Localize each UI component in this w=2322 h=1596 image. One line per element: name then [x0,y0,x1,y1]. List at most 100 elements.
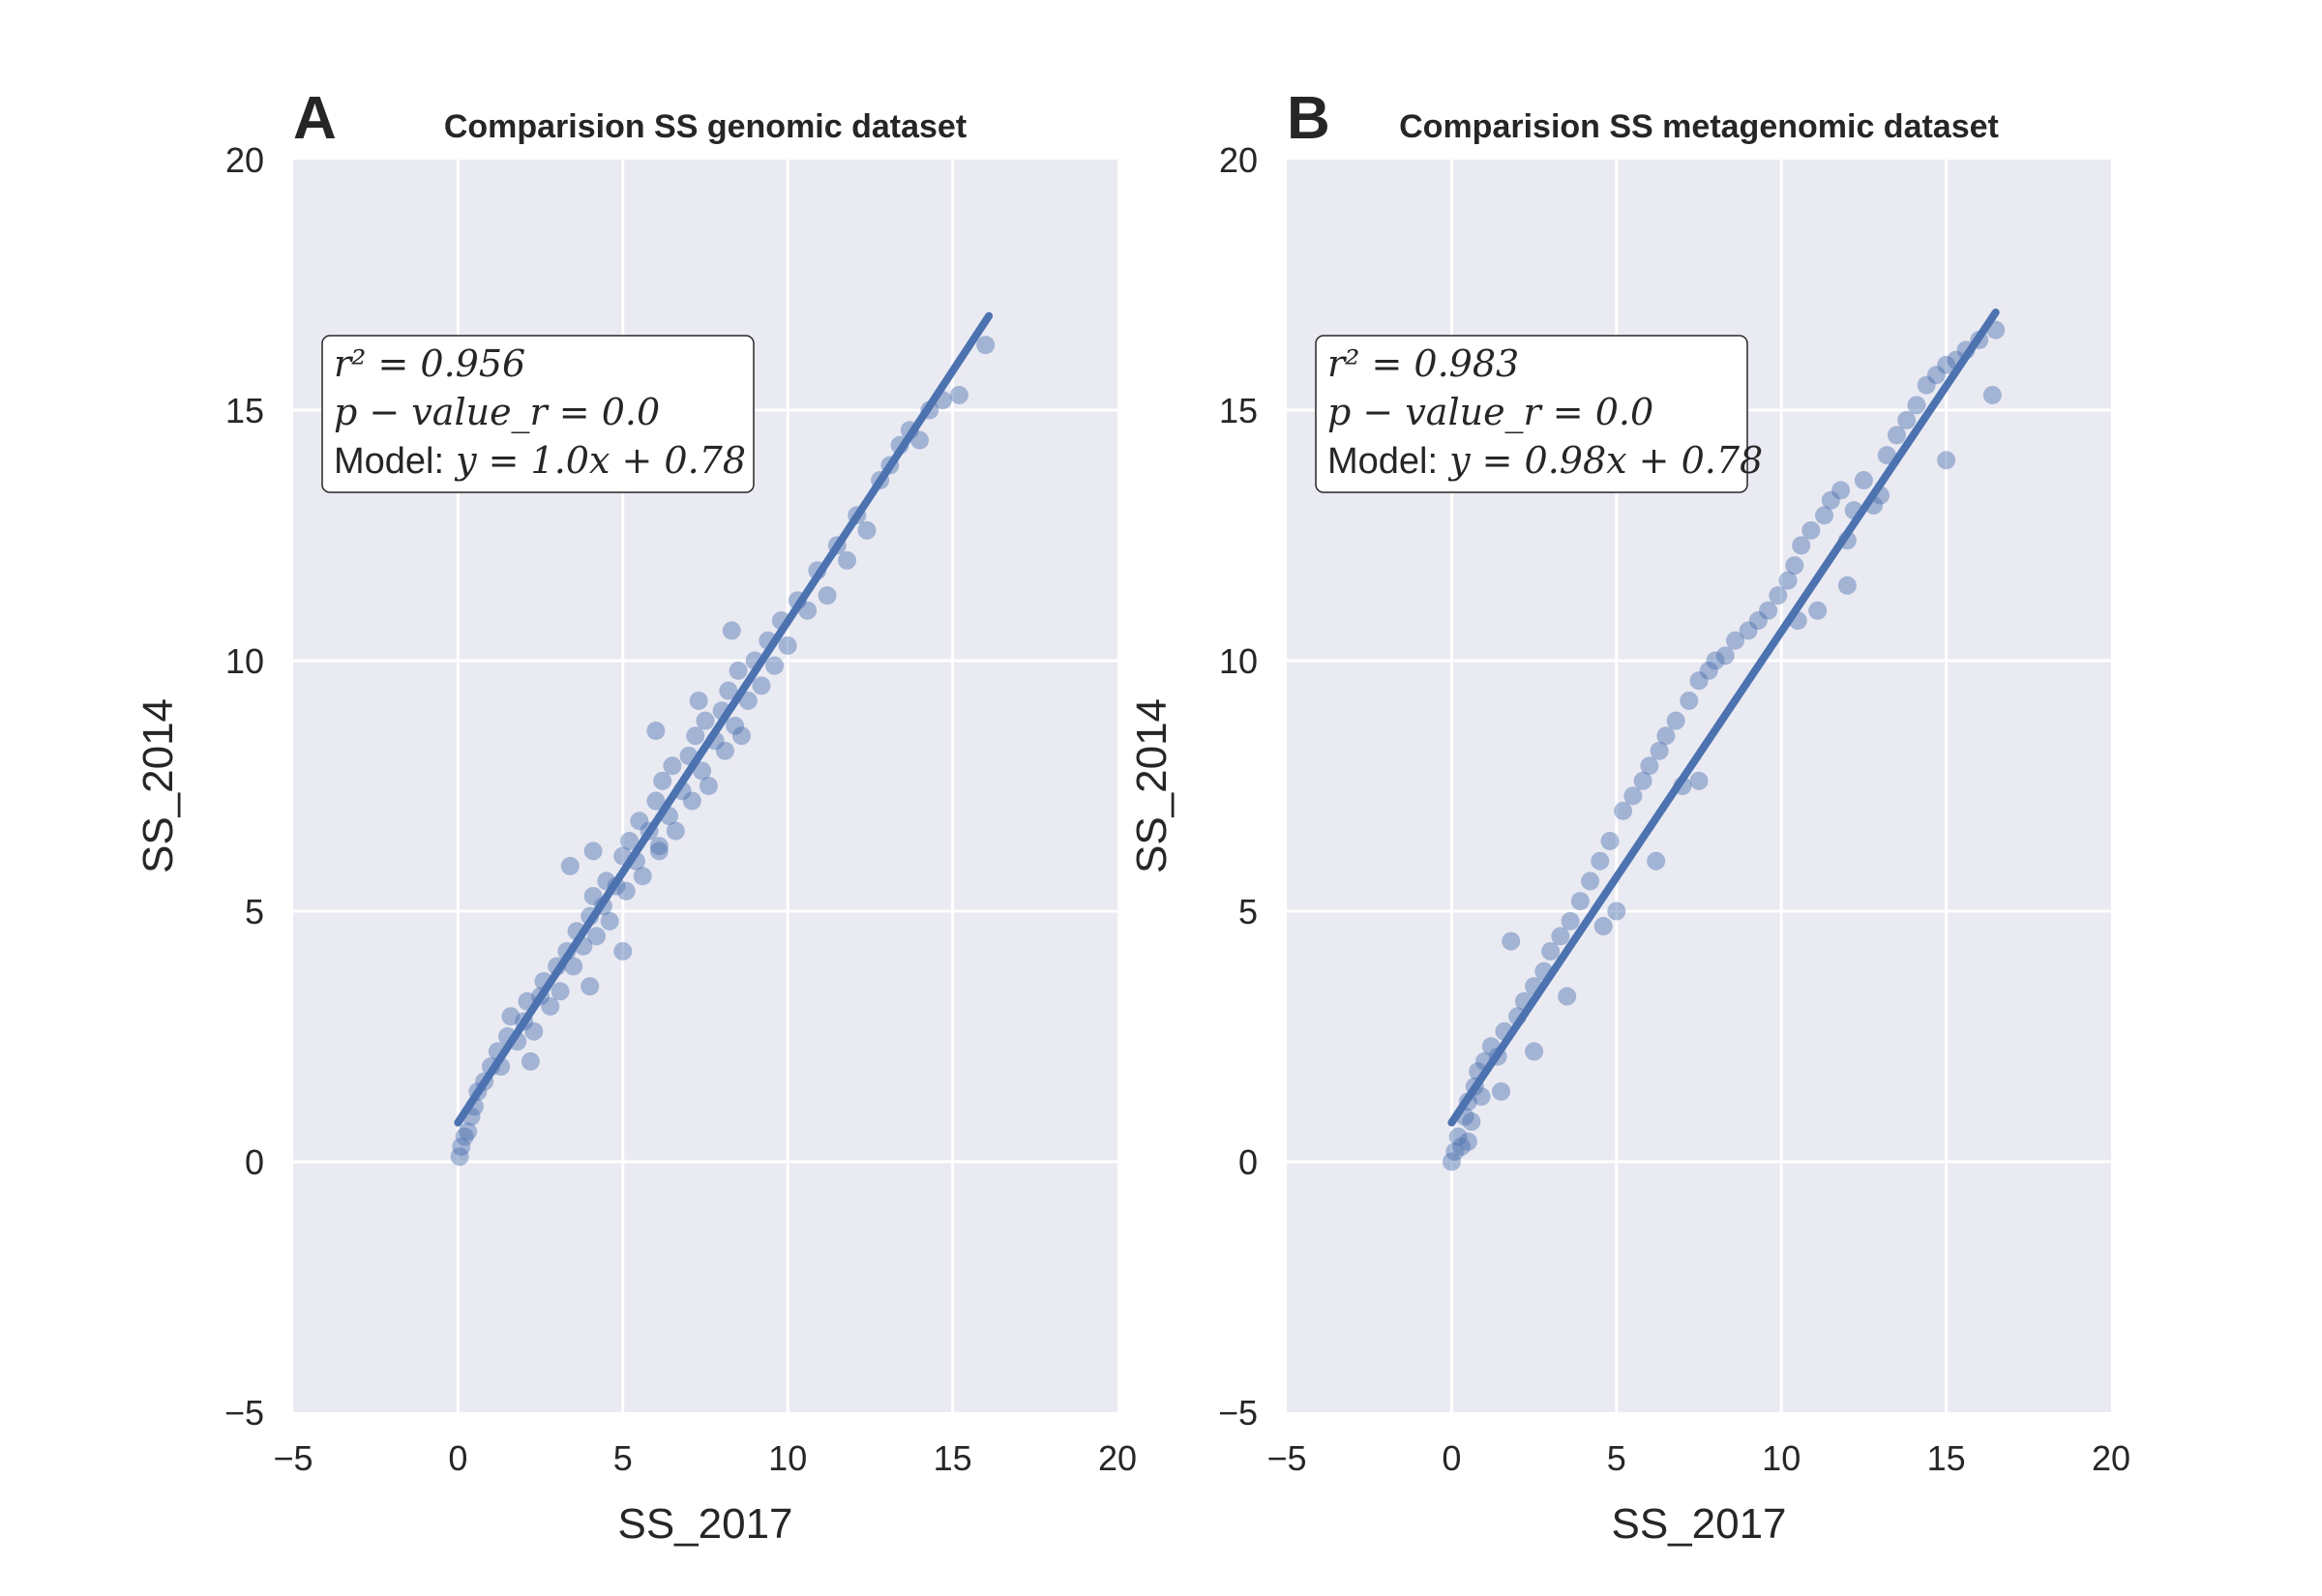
scatter-points [1442,320,2006,1171]
data-point [1623,786,1643,806]
data-point [521,1051,540,1071]
data-point [633,867,652,886]
data-point [587,927,607,946]
stats-box [321,335,755,493]
panel-letter: B [1287,85,1330,152]
stat-p-value: p − value_r = 0.0 [1327,391,1653,434]
data-point [1759,601,1778,620]
y-tick-label: 5 [245,892,264,931]
y-tick-label: 10 [225,641,264,681]
data-point [1785,556,1804,576]
data-point [1633,771,1652,790]
data-point [1877,446,1896,465]
data-point [689,691,708,710]
stat-r-squared: r² = 0.983 [1327,342,1519,385]
data-point [1778,571,1798,590]
y-tick-label: −5 [224,1393,264,1433]
data-point [738,691,758,710]
data-point [450,1147,469,1167]
data-point [910,430,930,450]
data-point [452,1137,471,1156]
y-tick-label: 20 [225,140,264,180]
data-point [1808,601,1828,620]
x-tick-label: 15 [934,1438,972,1478]
data-point [1581,872,1600,891]
y-tick-label: 0 [1238,1142,1258,1182]
x-tick-label: 0 [1442,1438,1461,1478]
data-point [1706,651,1725,670]
stat-p-value: p − value_r = 0.0 [334,391,660,434]
stat-model-equation: y = 1.0x + 0.78 [454,439,746,482]
data-point [663,756,682,776]
data-point [646,791,666,811]
data-point [682,791,701,811]
regression-line [1447,308,2000,1127]
stat-model-prefix: Model: [1327,441,1438,482]
data-point [1769,586,1788,606]
data-point [719,681,738,700]
stat-model-equation: y = 0.98x + 0.78 [1447,439,1763,482]
data-point [620,831,640,850]
data-point [564,957,583,976]
data-point [1541,941,1561,961]
data-point [1448,1127,1468,1146]
data-point [722,621,741,640]
data-point [686,726,705,746]
data-point [1837,576,1857,595]
data-point [1600,831,1620,850]
data-point [1462,1112,1481,1132]
data-point [1442,1152,1461,1171]
data-point [699,777,718,795]
y-tick-label: −5 [1218,1393,1258,1433]
data-point [1558,987,1577,1006]
stat-model-prefix: Model: [334,441,444,482]
data-point [1748,611,1768,631]
data-point [1815,506,1834,525]
data-point [693,761,712,781]
data-point [1445,1142,1465,1162]
data-point [1551,927,1570,946]
data-point [1831,481,1851,500]
data-point [1854,471,1873,490]
data-point [1593,917,1613,936]
data-point [649,842,669,861]
data-point [1801,520,1821,540]
data-point [1699,661,1718,680]
data-point [726,716,745,735]
x-tick-label: 5 [1607,1438,1626,1478]
x-tick-label: 0 [448,1438,467,1478]
data-point [1525,1042,1544,1061]
x-tick-label: 15 [1927,1438,1966,1478]
data-point [1492,1081,1511,1101]
regression-line [454,311,994,1127]
data-point [1821,490,1840,510]
data-point [1458,1132,1477,1151]
data-point [653,771,672,790]
data-point [752,676,771,695]
data-point [1725,631,1744,650]
panel-a: −5 0 5 10 15 20 −5 0 5 10 15 20 SS_2017 SS_2014 A Compa… [134,85,1137,1548]
x-axis-label: SS_2017 [617,1500,792,1548]
data-point [1739,621,1758,640]
data-point [649,837,669,856]
data-point [630,812,649,831]
panel-letter: A [293,85,337,152]
data-point [524,1021,544,1041]
stat-model: Model: y = 0.98x + 0.78 [1327,439,1763,482]
data-point [1640,756,1659,776]
data-point [459,1122,478,1141]
data-point [1591,851,1610,871]
data-point [1907,396,1926,415]
y-axis-label: SS_2014 [134,698,182,873]
data-point [1937,355,1956,374]
data-point [729,661,748,680]
data-point [1982,385,2002,404]
data-point [1887,426,1906,445]
data-point [583,842,603,861]
data-point [1561,911,1580,931]
x-tick-label: 10 [768,1438,807,1478]
data-point [580,977,600,996]
x-tick-label: 5 [613,1438,633,1478]
data-point [560,856,580,875]
